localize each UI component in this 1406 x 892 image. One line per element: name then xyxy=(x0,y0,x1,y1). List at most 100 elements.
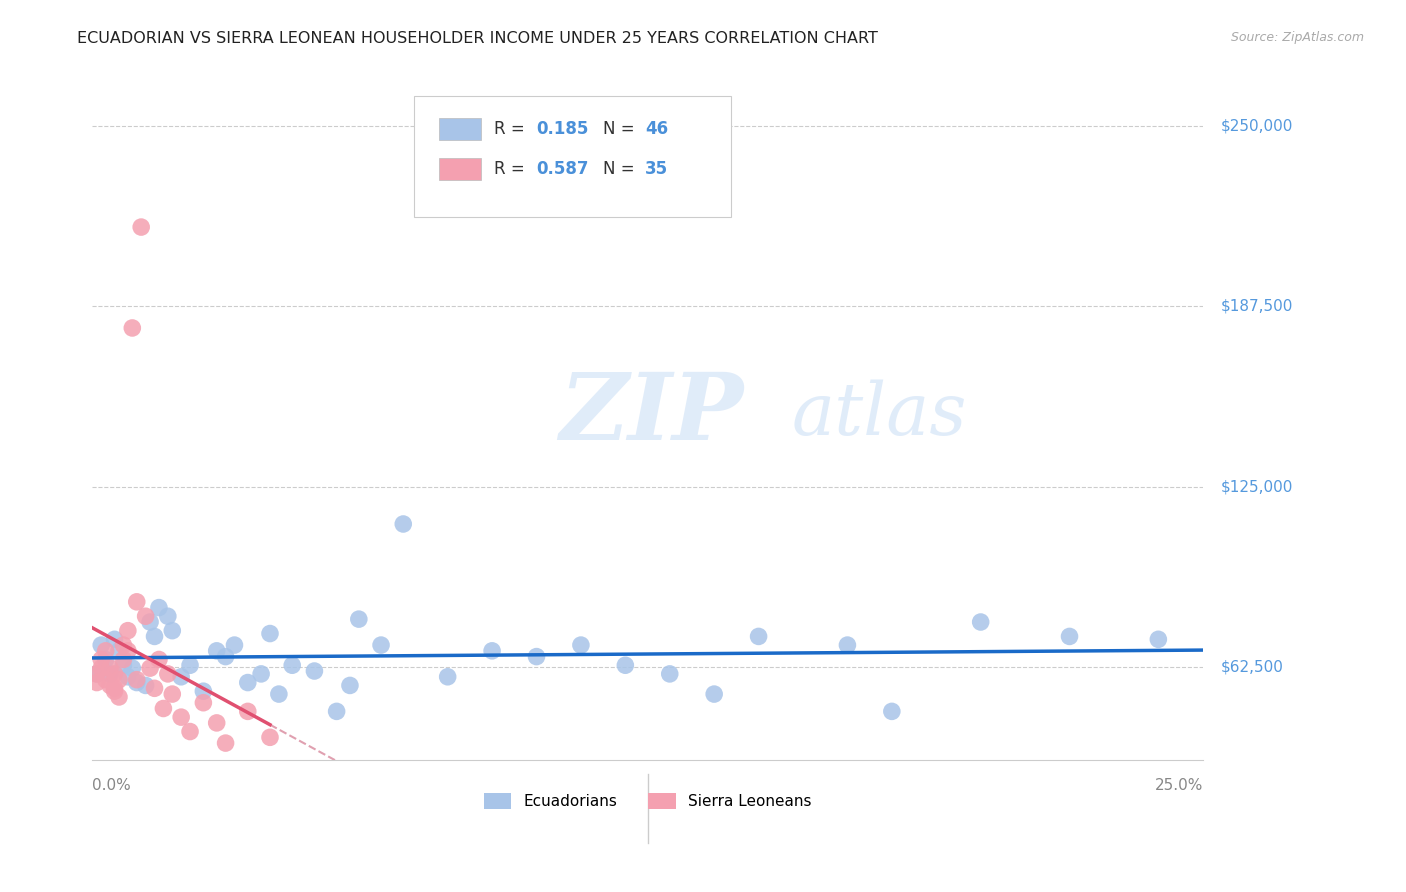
Point xyxy=(205,715,228,730)
Point xyxy=(162,624,184,638)
Legend: Ecuadorians, Sierra Leoneans: Ecuadorians, Sierra Leoneans xyxy=(478,787,817,815)
Point xyxy=(108,690,131,704)
Point xyxy=(205,644,228,658)
FancyBboxPatch shape xyxy=(415,96,731,218)
Text: 35: 35 xyxy=(645,160,668,178)
Point xyxy=(135,678,157,692)
Point xyxy=(193,684,215,698)
Text: $187,500: $187,500 xyxy=(1220,299,1294,314)
Text: N =: N = xyxy=(603,160,640,178)
Point xyxy=(121,661,143,675)
Point xyxy=(143,681,166,696)
Point xyxy=(98,666,121,681)
Point xyxy=(224,638,246,652)
Point xyxy=(125,595,148,609)
Point xyxy=(969,615,991,629)
Point xyxy=(236,675,259,690)
Point xyxy=(148,600,170,615)
Point xyxy=(880,705,903,719)
Point xyxy=(90,638,112,652)
Point xyxy=(103,684,125,698)
Text: ZIP: ZIP xyxy=(558,369,742,459)
Point xyxy=(86,675,108,690)
Text: atlas: atlas xyxy=(792,379,967,450)
Point xyxy=(304,664,326,678)
Point xyxy=(94,652,117,666)
Point xyxy=(614,658,637,673)
Point xyxy=(214,736,236,750)
Point xyxy=(108,644,131,658)
Point xyxy=(148,652,170,666)
Point xyxy=(117,624,139,638)
Point xyxy=(94,673,117,687)
Point xyxy=(392,516,415,531)
Text: $62,500: $62,500 xyxy=(1220,659,1284,674)
Point xyxy=(259,731,281,745)
Point xyxy=(108,673,131,687)
Point xyxy=(170,710,193,724)
Point xyxy=(1147,632,1170,647)
Point xyxy=(90,652,112,666)
Point xyxy=(267,687,290,701)
Point xyxy=(86,666,108,681)
Point xyxy=(569,638,592,652)
Point xyxy=(98,661,121,675)
FancyBboxPatch shape xyxy=(439,119,481,140)
Point xyxy=(112,658,135,673)
Point xyxy=(117,670,139,684)
Point xyxy=(103,666,125,681)
Text: 0.0%: 0.0% xyxy=(93,778,131,793)
Point xyxy=(112,652,135,666)
Point xyxy=(156,609,179,624)
Point xyxy=(436,670,458,684)
Point xyxy=(112,638,135,652)
Point xyxy=(748,629,770,643)
Point xyxy=(325,705,347,719)
Point xyxy=(86,666,108,681)
Text: 0.185: 0.185 xyxy=(537,120,589,138)
Point xyxy=(125,673,148,687)
Point xyxy=(193,696,215,710)
Text: 25.0%: 25.0% xyxy=(1154,778,1202,793)
Text: $125,000: $125,000 xyxy=(1220,479,1294,494)
Point xyxy=(481,644,503,658)
Text: $250,000: $250,000 xyxy=(1220,119,1294,134)
Point xyxy=(259,626,281,640)
Point xyxy=(121,321,143,335)
Point xyxy=(98,678,121,692)
Text: R =: R = xyxy=(495,160,530,178)
Point xyxy=(179,658,201,673)
Point xyxy=(129,220,152,235)
Text: R =: R = xyxy=(495,120,530,138)
Point xyxy=(1059,629,1081,643)
Point xyxy=(135,609,157,624)
Point xyxy=(94,644,117,658)
Point xyxy=(658,666,681,681)
Point xyxy=(170,670,193,684)
Text: N =: N = xyxy=(603,120,640,138)
Point xyxy=(152,701,174,715)
Point xyxy=(90,661,112,675)
Point xyxy=(179,724,201,739)
Point xyxy=(526,649,548,664)
Point xyxy=(339,678,361,692)
Point xyxy=(103,632,125,647)
Point xyxy=(117,644,139,658)
Point xyxy=(162,687,184,701)
Point xyxy=(347,612,370,626)
Point xyxy=(250,666,273,681)
Point xyxy=(370,638,392,652)
Point xyxy=(703,687,725,701)
FancyBboxPatch shape xyxy=(439,158,481,180)
Point xyxy=(236,705,259,719)
Point xyxy=(139,615,162,629)
Point xyxy=(214,649,236,664)
Point xyxy=(143,629,166,643)
Point xyxy=(103,681,125,696)
Point xyxy=(281,658,304,673)
Point xyxy=(837,638,859,652)
Point xyxy=(156,666,179,681)
Text: 46: 46 xyxy=(645,120,668,138)
Text: 0.587: 0.587 xyxy=(537,160,589,178)
Text: Source: ZipAtlas.com: Source: ZipAtlas.com xyxy=(1230,31,1364,45)
